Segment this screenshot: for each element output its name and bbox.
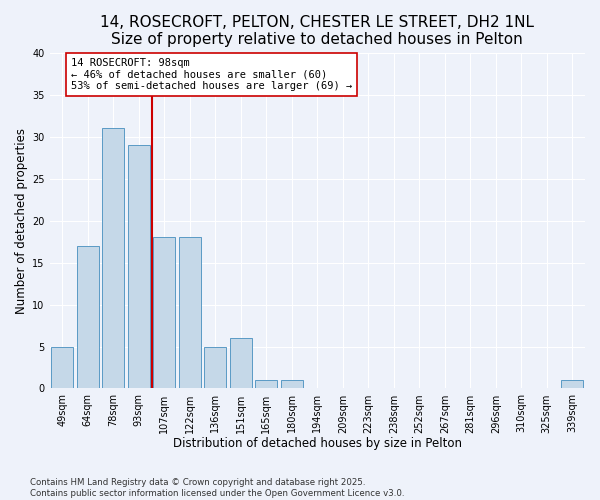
Bar [77, 246, 98, 388]
Bar [256, 380, 277, 388]
Bar [281, 380, 302, 388]
Bar [128, 145, 149, 388]
Bar [205, 346, 226, 389]
Bar [103, 128, 124, 388]
Text: 14 ROSECROFT: 98sqm
← 46% of detached houses are smaller (60)
53% of semi-detach: 14 ROSECROFT: 98sqm ← 46% of detached ho… [71, 58, 352, 91]
Y-axis label: Number of detached properties: Number of detached properties [15, 128, 28, 314]
Title: 14, ROSECROFT, PELTON, CHESTER LE STREET, DH2 1NL
Size of property relative to d: 14, ROSECROFT, PELTON, CHESTER LE STREET… [100, 15, 534, 48]
X-axis label: Distribution of detached houses by size in Pelton: Distribution of detached houses by size … [173, 437, 462, 450]
Bar [52, 346, 73, 389]
Bar [154, 238, 175, 388]
Bar [179, 238, 200, 388]
Bar [230, 338, 251, 388]
Text: Contains HM Land Registry data © Crown copyright and database right 2025.
Contai: Contains HM Land Registry data © Crown c… [30, 478, 404, 498]
Bar [562, 380, 583, 388]
